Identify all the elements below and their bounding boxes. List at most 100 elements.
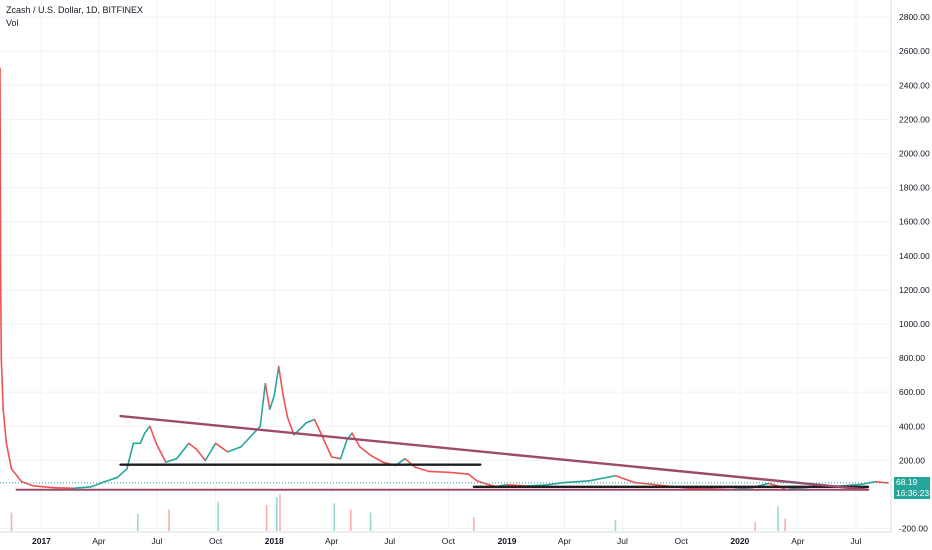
volume-bar — [279, 494, 281, 531]
price-segment — [277, 365, 284, 397]
chart-legend: Zcash / U.S. Dollar, 1D, BITFINEX Vol — [6, 4, 143, 30]
volume-bar — [369, 512, 372, 531]
y-tick-label: 2800.00 — [899, 12, 930, 22]
y-tick-label: 200.00 — [899, 455, 925, 465]
price-segment — [268, 394, 276, 411]
price-axis[interactable]: 2800.00 2600.00 2400.00 2200.00 2000.00 1800.… — [899, 12, 930, 534]
price-segment — [156, 444, 167, 463]
price-segment — [226, 445, 242, 453]
y-tick-label: 2400.00 — [899, 80, 930, 90]
price-segment — [860, 480, 877, 486]
price-segment — [414, 466, 431, 473]
price-segment — [563, 480, 591, 484]
price-segment — [264, 382, 271, 411]
price-segment — [273, 365, 280, 397]
volume-bar — [349, 509, 352, 531]
x-tick-label: 2017 — [32, 536, 51, 546]
y-tick-label: -200.00 — [899, 524, 928, 534]
y-tick-label: 800.00 — [899, 353, 925, 363]
price-segment — [614, 474, 626, 480]
x-tick-label: Oct — [442, 536, 456, 546]
last-price-badge: 68.19 — [894, 477, 930, 489]
volume-bars — [10, 494, 786, 531]
price-segment — [249, 425, 262, 438]
y-tick-label: 1200.00 — [899, 285, 930, 295]
y-tick-label: 1600.00 — [899, 217, 930, 227]
bar-countdown-badge: 16:36:23 — [894, 488, 930, 500]
price-segment — [0, 357, 4, 411]
price-segment — [187, 442, 198, 451]
price-segment — [72, 486, 93, 490]
price-segment — [447, 471, 469, 475]
price-segment — [20, 480, 35, 487]
price-segment — [330, 456, 342, 460]
price-segment — [2, 408, 8, 445]
price-segment — [195, 448, 207, 462]
price-segment — [52, 486, 75, 490]
volume-bar — [754, 521, 756, 531]
price-segment — [149, 425, 158, 446]
price-segment — [476, 480, 489, 486]
price-segment — [767, 482, 779, 487]
volume-bar — [784, 518, 786, 531]
price-segment — [282, 394, 289, 419]
x-tick-label: Jul — [617, 536, 628, 546]
x-tick-label: 2018 — [265, 536, 284, 546]
price-segment — [358, 445, 372, 457]
price-segment — [103, 476, 119, 483]
y-tick-label: 1000.00 — [899, 319, 930, 329]
price-segment — [633, 481, 652, 486]
y-tick-label: 2600.00 — [899, 46, 930, 56]
price-segment — [624, 478, 636, 484]
y-tick-label: 1800.00 — [899, 183, 930, 193]
volume-bar — [265, 504, 268, 531]
x-tick-label: Oct — [675, 536, 689, 546]
grid-lines — [0, 0, 891, 532]
volume-bar — [473, 517, 475, 531]
volume-bar — [614, 520, 617, 531]
price-segment — [204, 442, 217, 462]
x-tick-label: 2019 — [498, 536, 517, 546]
x-tick-label: Oct — [209, 536, 223, 546]
price-segment — [175, 442, 190, 460]
drawn-annotations — [0, 414, 891, 491]
price-segment — [33, 485, 55, 489]
price-segment — [116, 468, 128, 479]
volume-bar — [168, 509, 170, 531]
price-segment — [0, 67, 2, 274]
price-segment — [467, 473, 478, 482]
x-tick-label: 2020 — [730, 536, 749, 546]
x-tick-label: Jul — [850, 536, 861, 546]
y-tick-label: 600.00 — [899, 387, 925, 397]
price-segment — [259, 382, 267, 428]
trendline-line[interactable] — [119, 414, 870, 491]
price-segment — [369, 454, 384, 463]
volume-bar — [10, 512, 13, 531]
time-axis[interactable]: 2017 Apr Jul Oct 2018 Apr Jul Oct 2019 Apr Jul Oct 2… — [32, 536, 861, 546]
price-segment — [588, 474, 617, 482]
price-segment — [139, 432, 146, 445]
volume-bar — [276, 497, 278, 531]
x-tick-label: Apr — [325, 536, 338, 546]
price-segment — [5, 442, 13, 470]
price-segment — [214, 442, 229, 453]
y-tick-label: 2200.00 — [899, 114, 930, 124]
x-tick-label: Apr — [791, 536, 804, 546]
symbol-title[interactable]: Zcash / U.S. Dollar, 1D, BITFINEX — [6, 5, 144, 15]
y-tick-label: 2000.00 — [899, 148, 930, 158]
price-segment — [143, 425, 151, 434]
x-tick-label: Jul — [151, 536, 162, 546]
y-tick-label: 1400.00 — [899, 251, 930, 261]
price-segment — [240, 435, 252, 448]
x-tick-label: Apr — [92, 536, 105, 546]
volume-label[interactable]: Vol — [6, 18, 19, 28]
y-tick-label: 400.00 — [899, 421, 925, 431]
x-tick-label: Apr — [558, 536, 571, 546]
price-segment — [305, 418, 316, 424]
price-segment — [428, 470, 450, 474]
price-segment — [10, 468, 23, 483]
volume-bar — [333, 503, 336, 531]
price-segment — [0, 272, 3, 359]
volume-bar — [136, 514, 139, 531]
